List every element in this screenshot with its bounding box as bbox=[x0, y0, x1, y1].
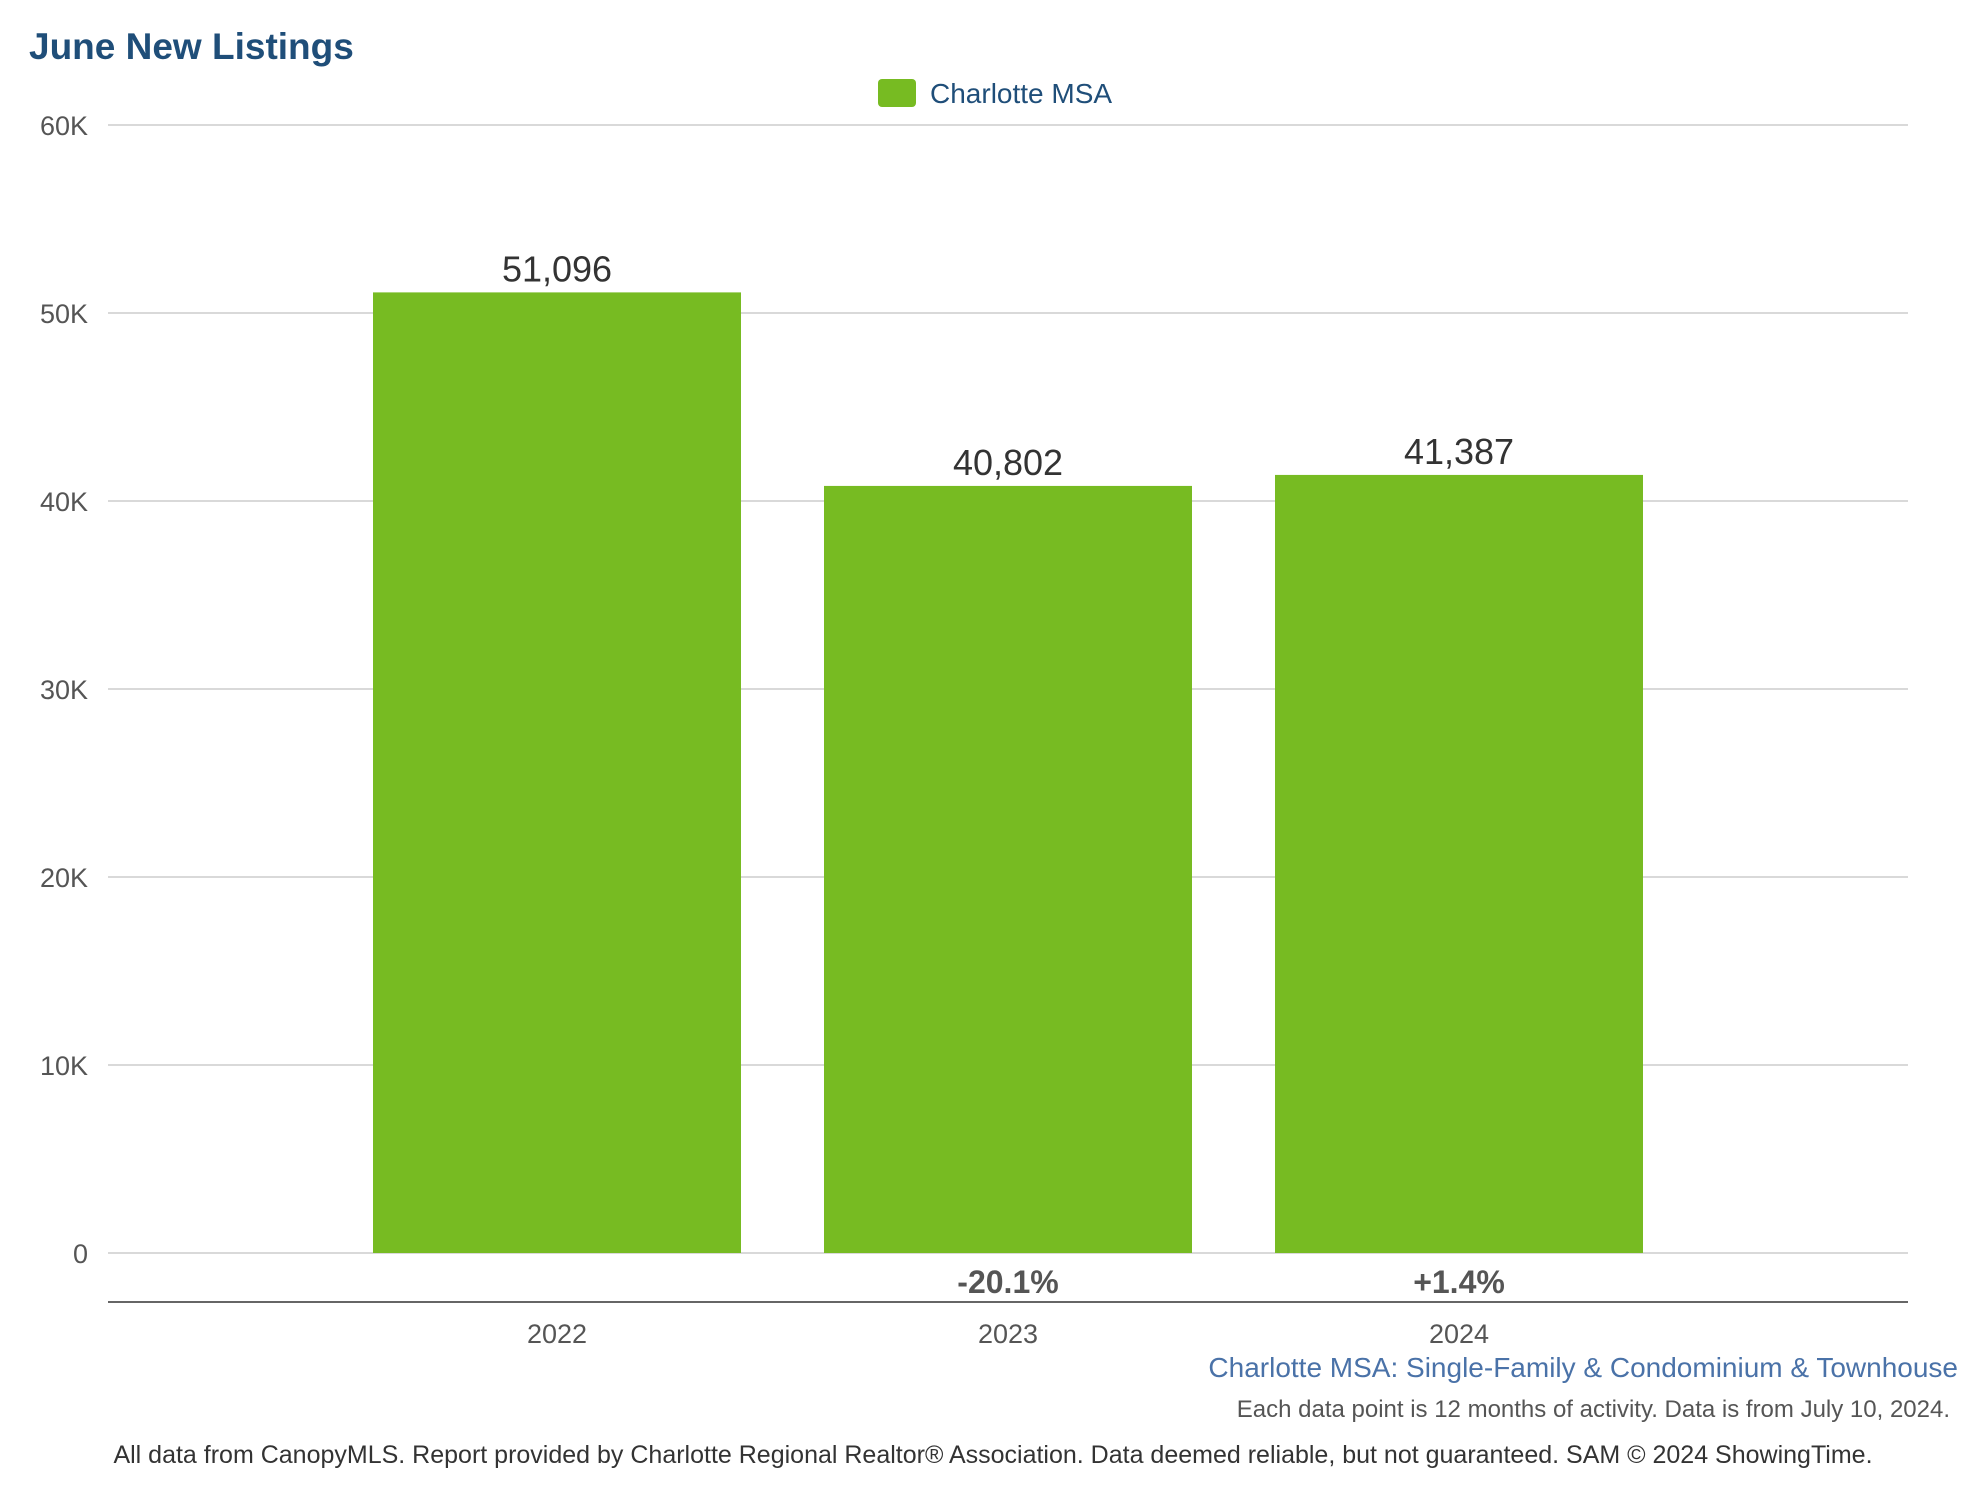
value-labels: 51,096 40,802 -20.1% 41,387 +1.4% bbox=[502, 248, 1514, 1300]
x-tick-label: 2022 bbox=[527, 1319, 587, 1349]
footer-text: All data from CanopyMLS. Report provided… bbox=[113, 1441, 1872, 1469]
legend-swatch bbox=[878, 79, 916, 107]
value-label: 41,387 bbox=[1404, 431, 1514, 472]
y-tick-label: 50K bbox=[40, 299, 88, 329]
x-axis-ticks: 2022 2023 2024 bbox=[527, 1319, 1489, 1349]
bar-2022 bbox=[373, 292, 741, 1253]
y-tick-label: 10K bbox=[40, 1051, 88, 1081]
legend[interactable]: Charlotte MSA bbox=[878, 78, 1112, 109]
chart-title: June New Listings bbox=[29, 26, 354, 67]
bar-2024 bbox=[1275, 474, 1643, 1253]
y-tick-label: 60K bbox=[40, 111, 88, 141]
bar-2023 bbox=[824, 485, 1192, 1254]
legend-label: Charlotte MSA bbox=[930, 78, 1112, 109]
y-tick-label: 40K bbox=[40, 487, 88, 517]
y-tick-label: 30K bbox=[40, 675, 88, 705]
change-label: +1.4% bbox=[1413, 1264, 1505, 1300]
change-label: -20.1% bbox=[957, 1264, 1058, 1300]
bars bbox=[373, 292, 1643, 1254]
x-tick-label: 2023 bbox=[978, 1319, 1038, 1349]
value-label: 51,096 bbox=[502, 248, 612, 289]
x-tick-label: 2024 bbox=[1429, 1319, 1489, 1349]
y-tick-label: 20K bbox=[40, 863, 88, 893]
data-note: Each data point is 12 months of activity… bbox=[1237, 1396, 1950, 1423]
chart-subtitle: Charlotte MSA: Single-Family & Condomini… bbox=[1208, 1352, 1958, 1383]
y-axis-ticks: 0 10K 20K 30K 40K 50K 60K bbox=[40, 111, 88, 1269]
y-tick-label: 0 bbox=[73, 1239, 88, 1269]
value-label: 40,802 bbox=[953, 442, 1063, 483]
